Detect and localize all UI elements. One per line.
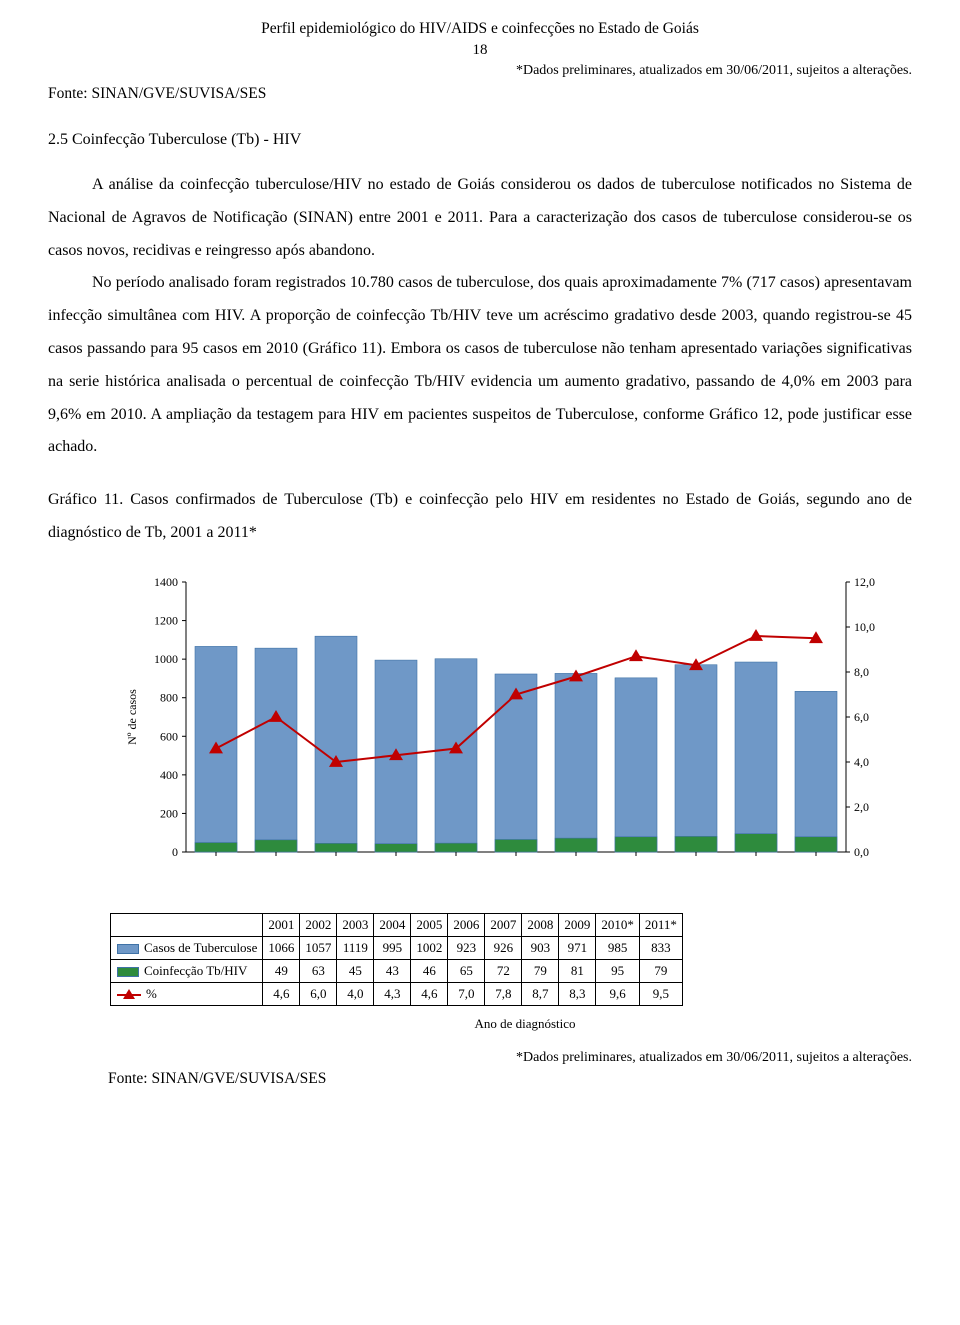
chart-data-table: 2001200220032004200520062007200820092010… — [110, 913, 683, 1006]
svg-text:1000: 1000 — [154, 652, 178, 666]
page-number: 18 — [48, 42, 912, 59]
svg-text:0: 0 — [172, 845, 178, 859]
svg-text:200: 200 — [160, 806, 178, 820]
chart-caption: Gráfico 11. Casos confirmados de Tubercu… — [48, 484, 912, 550]
header-source: Fonte: SINAN/GVE/SUVISA/SES — [48, 85, 912, 103]
svg-text:800: 800 — [160, 690, 178, 704]
header-footnote: *Dados preliminares, atualizados em 30/0… — [48, 63, 912, 79]
svg-text:0,0: 0,0 — [854, 845, 869, 859]
section-heading: 2.5 Coinfecção Tuberculose (Tb) - HIV — [48, 131, 912, 149]
svg-text:8,0: 8,0 — [854, 665, 869, 679]
paragraph-2: No período analisado foram registrados 1… — [48, 267, 912, 464]
svg-text:1400: 1400 — [154, 575, 178, 589]
chart-area: 0 200 400 600 800 1000 1200 1400 0,0 2,0 4,0 6,0 8,0… — [48, 568, 912, 1088]
footer-source: Fonte: SINAN/GVE/SUVISA/SES — [108, 1070, 912, 1088]
svg-text:Nº de casos: Nº de casos — [125, 689, 139, 745]
bar-line-chart: 0 200 400 600 800 1000 1200 1400 0,0 2,0 4,0 6,0 8,0… — [108, 568, 878, 908]
page-container: Perfil epidemiológico do HIV/AIDS e coin… — [0, 0, 960, 1118]
svg-text:1200: 1200 — [154, 613, 178, 627]
footer-footnote: *Dados preliminares, atualizados em 30/0… — [108, 1050, 912, 1066]
svg-text:600: 600 — [160, 729, 178, 743]
svg-text:2,0: 2,0 — [854, 800, 869, 814]
svg-text:10,0: 10,0 — [854, 620, 875, 634]
svg-text:400: 400 — [160, 768, 178, 782]
document-header-title: Perfil epidemiológico do HIV/AIDS e coin… — [48, 20, 912, 38]
svg-text:12,0: 12,0 — [854, 575, 875, 589]
x-axis-title: Ano de diagnóstico — [108, 1016, 912, 1032]
svg-text:4,0: 4,0 — [854, 755, 869, 769]
svg-text:6,0: 6,0 — [854, 710, 869, 724]
paragraph-1: A análise da coinfecção tuberculose/HIV … — [48, 169, 912, 267]
